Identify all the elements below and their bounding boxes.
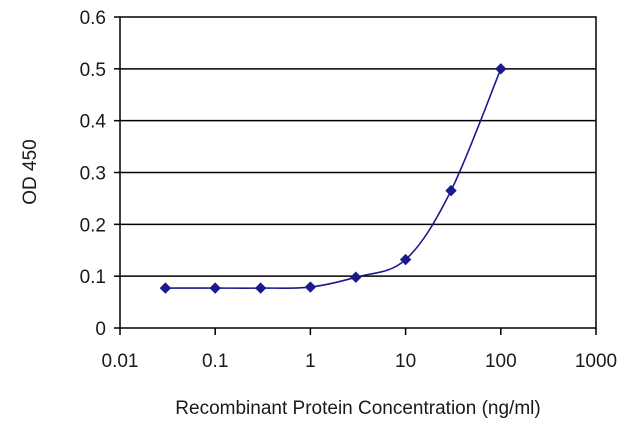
data-point bbox=[495, 63, 507, 75]
x-tick-label: 0.1 bbox=[202, 351, 228, 372]
data-point bbox=[350, 271, 362, 283]
x-tick-label: 1 bbox=[305, 351, 316, 372]
x-tick-label: 100 bbox=[485, 351, 517, 372]
y-axis: 0 0.1 0.2 0.3 0.4 0.5 0.6 bbox=[80, 8, 120, 340]
data-point bbox=[159, 282, 172, 294]
x-tick-label: 1000 bbox=[575, 351, 617, 372]
gridlines bbox=[120, 68, 596, 277]
data-points bbox=[159, 63, 507, 294]
x-tick-label: 0.01 bbox=[102, 351, 139, 372]
y-axis-title: OD 450 bbox=[20, 139, 41, 204]
fitted-curve bbox=[165, 68, 502, 289]
y-tick-label: 0.3 bbox=[80, 164, 106, 185]
x-tick-label: 10 bbox=[395, 351, 416, 372]
x-axis-title: Recombinant Protein Concentration (ng/ml… bbox=[175, 398, 540, 419]
y-tick-label: 0.5 bbox=[80, 60, 106, 81]
data-point bbox=[399, 253, 412, 266]
y-tick-label: 0.2 bbox=[80, 215, 106, 236]
data-point bbox=[445, 184, 457, 197]
x-axis: 0.01 0.1 1 10 100 1000 bbox=[102, 328, 617, 372]
y-tick-label: 0.4 bbox=[80, 112, 107, 133]
data-point bbox=[254, 282, 267, 294]
y-tick-label: 0.6 bbox=[80, 8, 106, 29]
y-tick-label: 0.1 bbox=[80, 267, 106, 288]
data-point bbox=[209, 282, 221, 294]
data-point bbox=[304, 281, 317, 293]
y-tick-label: 0 bbox=[95, 319, 106, 340]
